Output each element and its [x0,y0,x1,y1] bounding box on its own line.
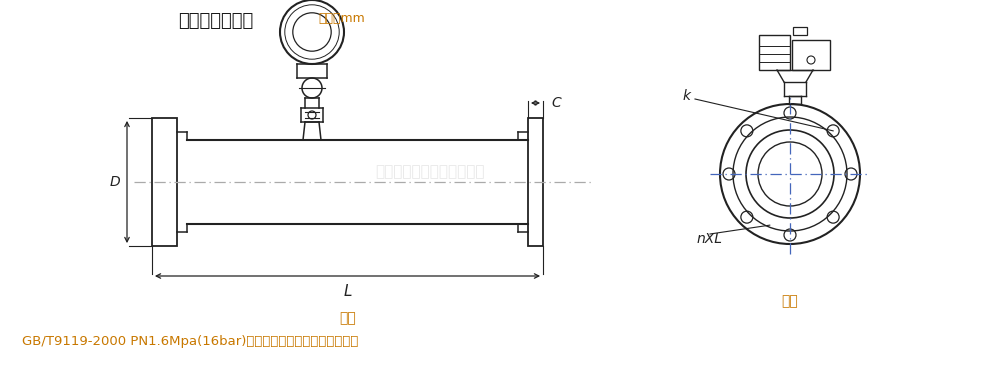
Text: 图二: 图二 [782,294,799,308]
Text: 单位：mm: 单位：mm [318,12,365,25]
Text: k: k [683,89,691,103]
Text: nXL: nXL [697,232,723,246]
Bar [152,118,177,246]
Bar [528,118,543,246]
Text: L: L [343,284,352,299]
Text: GB/T9119-2000 PN1.6Mpa(16bar)平面、突面板式平焊钢制管法兰: GB/T9119-2000 PN1.6Mpa(16bar)平面、突面板式平焊钢制… [22,335,358,348]
Bar [792,40,830,70]
Text: 青岛方安电子技术有限公司: 青岛方安电子技术有限公司 [376,165,485,179]
Text: 法兰式安装尺寸: 法兰式安装尺寸 [178,12,253,30]
Text: C: C [551,96,561,110]
Bar [759,35,790,70]
Text: D: D [109,175,120,189]
Text: 图一: 图一 [339,311,356,325]
Bar [793,27,807,35]
